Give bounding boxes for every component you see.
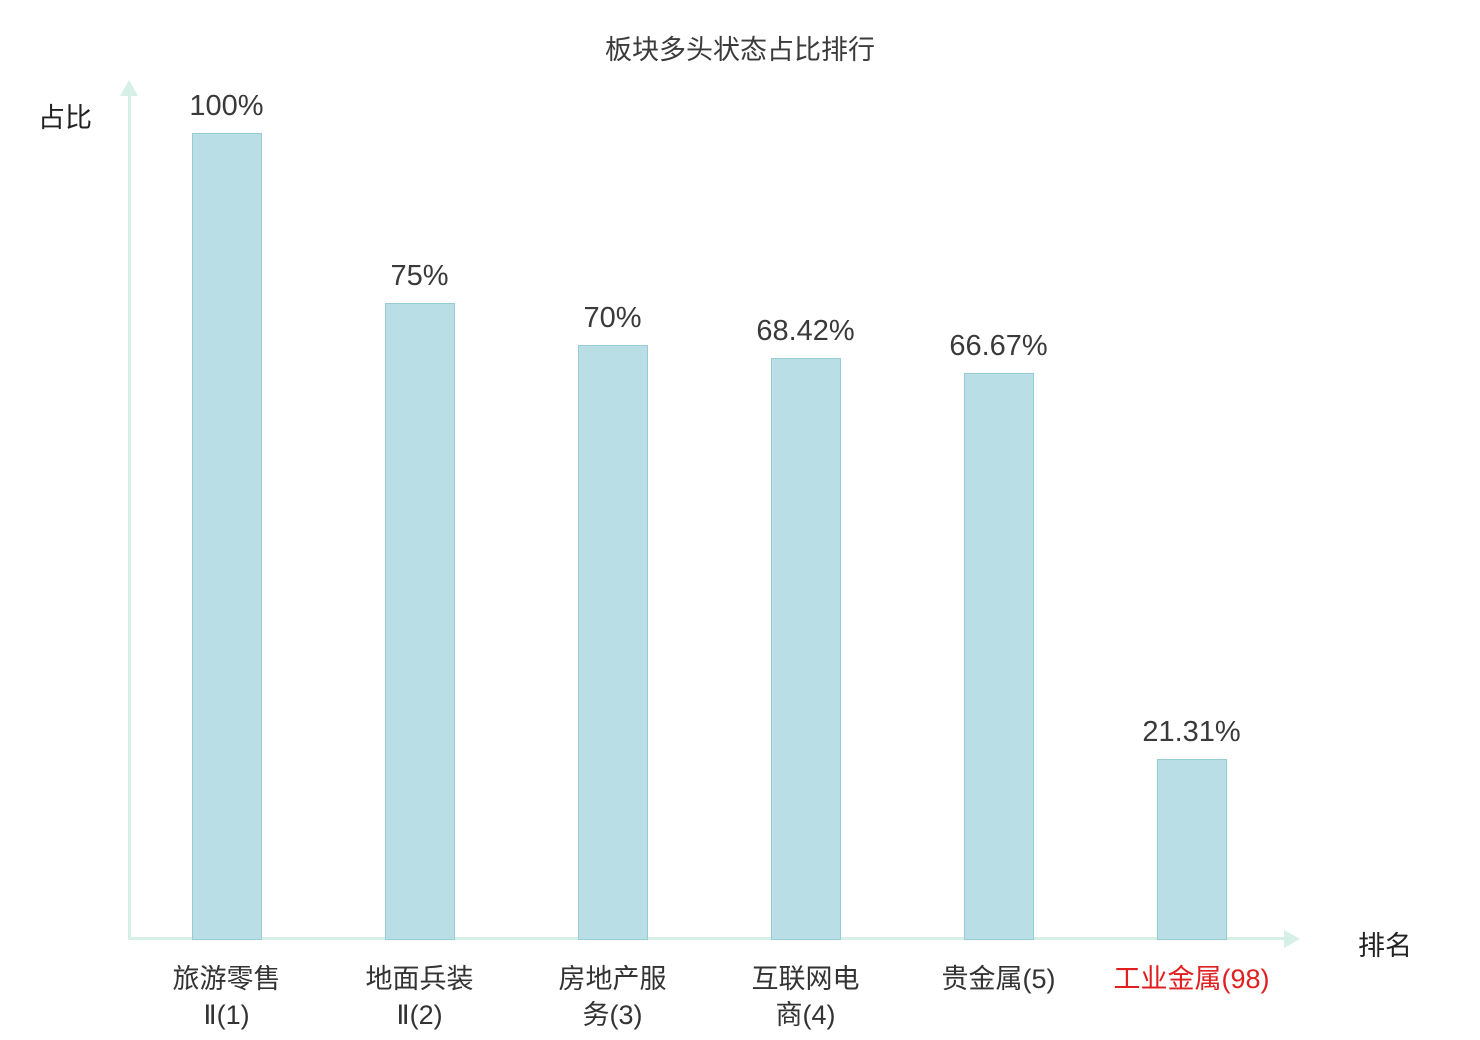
- bar-column: 75%: [323, 90, 516, 940]
- bar: [770, 358, 841, 940]
- bar-value-label: 66.67%: [949, 330, 1048, 363]
- x-axis-label: 排名: [1358, 931, 1412, 961]
- x-axis-arrow-icon: [1284, 930, 1300, 948]
- bar-column: 68.42%: [709, 90, 902, 940]
- bar-column: 70%: [516, 90, 709, 940]
- bar-value-label: 75%: [390, 259, 449, 292]
- y-axis-label: 占比: [38, 103, 92, 133]
- bars: 100% 75% 70% 68.42% 66.67% 21.31%: [130, 90, 1288, 940]
- category-label: 地面兵装 Ⅱ(2): [365, 964, 474, 1030]
- chart-title: 板块多头状态占比排行: [605, 35, 875, 65]
- y-axis-line: [128, 94, 131, 939]
- bar: [384, 302, 455, 940]
- bar-value-label: 21.31%: [1142, 715, 1241, 748]
- bar-value-label: 68.42%: [756, 315, 855, 348]
- category-label: 互联网电 商(4): [751, 964, 860, 1030]
- bar-value-label: 70%: [583, 302, 642, 334]
- category-label: 贵金属(5): [941, 964, 1056, 994]
- category-label: 工业金属(98): [1113, 964, 1270, 994]
- bar: [577, 345, 648, 940]
- category-labels: 旅游零售 Ⅱ(1) 地面兵装 Ⅱ(2) 房地产服 务(3) 互联网电 商(4) 贵金属(…: [130, 962, 1288, 1033]
- x-axis-line: [128, 937, 1286, 940]
- category-label: 房地产服 务(3): [558, 964, 667, 1030]
- bar-column: 21.31%: [1095, 90, 1288, 940]
- category-label: 旅游零售 Ⅱ(1): [172, 964, 281, 1030]
- y-axis-arrow-icon: [120, 80, 138, 96]
- bar: [963, 373, 1034, 940]
- bar-column: 100%: [130, 90, 323, 940]
- bar-value-label: 100%: [189, 90, 264, 122]
- bar-column: 66.67%: [902, 90, 1095, 940]
- bar: [1156, 758, 1227, 940]
- bar: [191, 133, 262, 940]
